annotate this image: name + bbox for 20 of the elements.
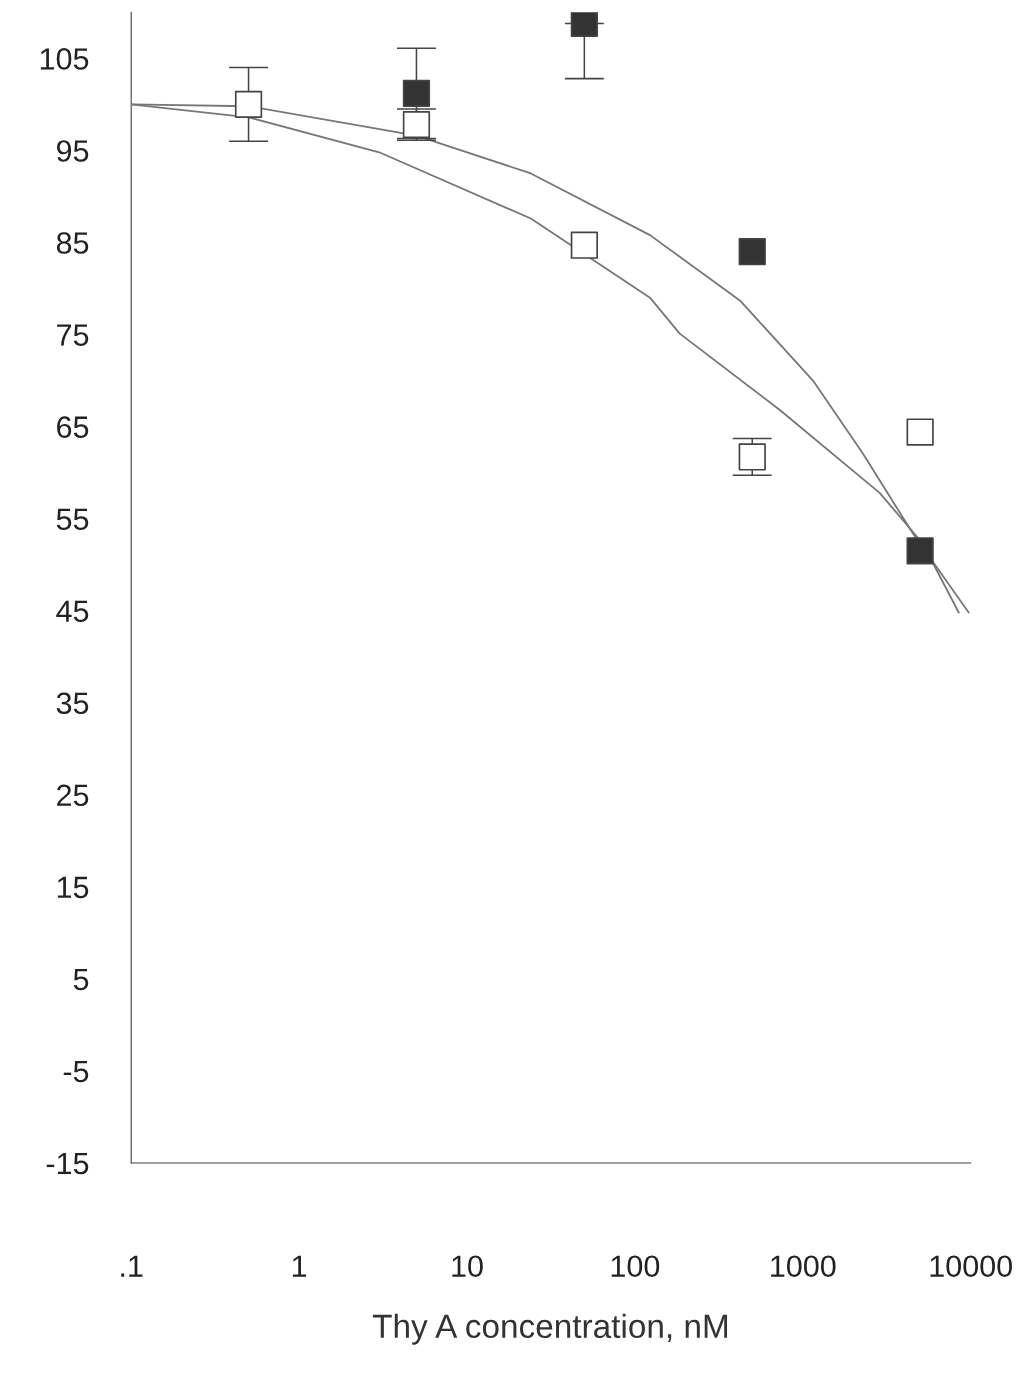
y-tick-label: -5 [63, 1060, 89, 1083]
y-tick-label: 75 [57, 324, 89, 346]
x-tick-label: 100 [611, 1255, 660, 1278]
x-tick-label: 10000 [930, 1255, 1012, 1278]
y-tick-label: 5 [73, 968, 89, 991]
y-tick-label: 45 [56, 600, 89, 623]
x-tick-label: 1 [292, 1255, 307, 1277]
y-tick-label: -15 [46, 1152, 89, 1175]
y-tick-label: 95 [56, 140, 89, 162]
y-tick-label: 105 [40, 48, 89, 70]
y-tick-label: 25 [57, 784, 89, 807]
y-tick-label: 55 [56, 508, 89, 530]
y-tick-label: 85 [56, 232, 89, 254]
y-tick-label: 35 [56, 692, 89, 715]
x-tick-label: .1 [121, 1255, 143, 1277]
x-tick-label: 10 [452, 1255, 483, 1278]
y-tick-label: 65 [57, 416, 89, 438]
x-tick-label: 1000 [771, 1255, 836, 1278]
x-axis-title: Thy A concentration, nM [372, 1313, 728, 1345]
y-tick-label: 15 [57, 876, 89, 899]
